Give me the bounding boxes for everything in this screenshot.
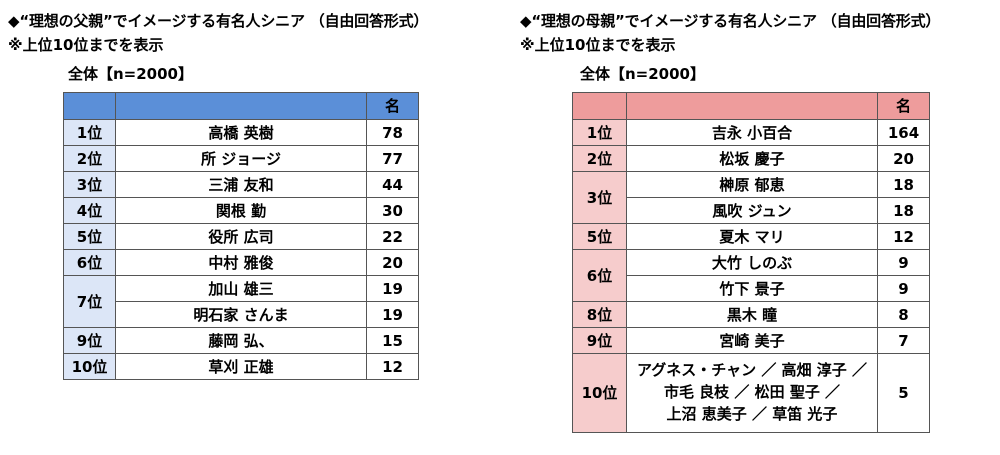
- name-cell: 松坂 慶子: [626, 145, 878, 172]
- name-cell: 黒木 瞳: [626, 301, 878, 328]
- name-cell: 高橋 英樹: [115, 119, 367, 146]
- count-cell: 19: [366, 275, 419, 302]
- count-cell: 8: [877, 301, 930, 328]
- father-title: ◆“理想の父親”でイメージする有名人シニア （自由回答形式）: [8, 12, 429, 30]
- name-cell: 榊原 郁恵: [626, 171, 878, 198]
- mother-note: ※上位10位までを表示: [520, 36, 676, 54]
- table-row: 風吹 ジュン 18: [573, 197, 930, 224]
- header-rank-cell: [63, 92, 116, 120]
- table-row: 9位 宮崎 美子 7: [572, 327, 930, 354]
- father-note: ※上位10位までを表示: [8, 36, 164, 54]
- table-row: 6位 大竹 しのぶ 9: [572, 249, 930, 302]
- name-cell: 大竹 しのぶ: [626, 249, 878, 276]
- rank-cell: 5位: [572, 223, 627, 250]
- rank-cell: 6位: [572, 249, 627, 302]
- name-cell: 役所 広司: [115, 223, 367, 250]
- name-cell: 中村 雅俊: [115, 249, 367, 276]
- rank-cell: 7位: [63, 275, 116, 328]
- table-row: 3位 三浦 友和 44: [63, 171, 419, 198]
- table-row: 2位所 ジョージ 77: [63, 145, 419, 172]
- count-cell: 30: [366, 197, 419, 224]
- table-row: 竹下 景子 9: [573, 275, 930, 302]
- name-line: アグネス・チャン ／ 高畑 淳子 ／: [637, 361, 867, 380]
- table-header-row: 名: [63, 92, 419, 120]
- table-row: 10位 アグネス・チャン ／ 高畑 淳子 ／ 市毛 良枝 ／ 松田 聖子 ／ 上沼 恵…: [572, 353, 930, 433]
- name-cell-multi: アグネス・チャン ／ 高畑 淳子 ／ 市毛 良枝 ／ 松田 聖子 ／ 上沼 恵美子 …: [626, 353, 878, 433]
- rank-cell: 9位: [572, 327, 627, 354]
- rank-cell: 10位: [63, 353, 116, 380]
- table-row: 7位 加山 雄三 19: [63, 275, 419, 328]
- mother-ranking-table: 名 1位 吉永 小百合 164 2位 松坂 慶子 20 3位 榊原 郁恵 18 風吹 ジュン 18 5…: [572, 92, 930, 433]
- mother-total: 全体【n=2000】: [580, 65, 705, 83]
- mother-title: ◆“理想の母親”でイメージする有名人シニア （自由回答形式）: [520, 12, 941, 30]
- count-cell: 22: [366, 223, 419, 250]
- rank-cell: 3位: [572, 171, 627, 224]
- count-cell: 19: [366, 301, 419, 328]
- table-row: 5位 夏木 マリ 12: [572, 223, 930, 250]
- header-name-cell: [626, 92, 878, 120]
- table-row: 3位 榊原 郁恵 18: [572, 171, 930, 224]
- name-line: 市毛 良枝 ／ 松田 聖子 ／: [663, 383, 841, 402]
- rank-cell: 10位: [572, 353, 627, 433]
- count-cell: 164: [877, 119, 930, 146]
- table-row: 9位 藤岡 弘、 15: [63, 327, 419, 354]
- count-cell: 77: [366, 145, 419, 172]
- name-line: 上沼 恵美子 ／ 草笛 光子: [666, 404, 838, 423]
- rank-cell: 4位: [63, 197, 116, 224]
- table-row: 2位 松坂 慶子 20: [572, 145, 930, 172]
- header-count-cell: 名: [877, 92, 930, 120]
- table-row: 6位 中村 雅俊 20: [63, 249, 419, 276]
- count-cell: 20: [877, 145, 930, 172]
- rank-cell: 3位: [63, 171, 116, 198]
- count-cell: 9: [877, 249, 930, 276]
- header-count-cell: 名: [366, 92, 419, 120]
- name-cell: 風吹 ジュン: [626, 197, 878, 224]
- header-name-cell: [115, 92, 367, 120]
- count-cell: 78: [366, 119, 419, 146]
- rank-cell: 1位: [572, 119, 627, 146]
- name-cell: 宮崎 美子: [626, 327, 878, 354]
- name-cell: 竹下 景子: [626, 275, 878, 302]
- name-cell: 加山 雄三: [115, 275, 367, 302]
- table-row: 1位 吉永 小百合 164: [572, 119, 930, 146]
- header-rank-cell: [572, 92, 627, 120]
- table-row: 5位 役所 広司 22: [63, 223, 419, 250]
- count-cell: 44: [366, 171, 419, 198]
- count-cell: 20: [366, 249, 419, 276]
- table-row: 1位 高橋 英樹 78: [63, 119, 419, 146]
- rank-cell: 2位: [572, 145, 627, 172]
- father-ranking-table: 名 1位 高橋 英樹 78 2位所 ジョージ 77 3位 三浦 友和 44 4位 関根 勤 30 5位…: [63, 92, 419, 380]
- name-cell: 関根 勤: [115, 197, 367, 224]
- rank-cell: 8位: [572, 301, 627, 328]
- count-cell: 12: [877, 223, 930, 250]
- rank-cell: 6位: [63, 249, 116, 276]
- count-cell: 15: [366, 327, 419, 354]
- count-cell: 18: [877, 197, 930, 224]
- name-cell: 藤岡 弘、: [115, 327, 367, 354]
- table-header-row: 名: [572, 92, 930, 120]
- rank-cell: 5位: [63, 223, 116, 250]
- name-cell: 夏木 マリ: [626, 223, 878, 250]
- name-cell: 所 ジョージ: [115, 145, 367, 172]
- name-cell: 草刈 正雄: [115, 353, 367, 380]
- rank-cell: 9位: [63, 327, 116, 354]
- table-row: 明石家 さんま 19: [64, 301, 419, 328]
- name-cell: 三浦 友和: [115, 171, 367, 198]
- count-cell: 5: [877, 353, 930, 433]
- table-row: 4位 関根 勤 30: [63, 197, 419, 224]
- count-cell: 12: [366, 353, 419, 380]
- rank-cell: 1位: [63, 119, 116, 146]
- count-cell: 18: [877, 171, 930, 198]
- count-cell: 9: [877, 275, 930, 302]
- count-cell: 7: [877, 327, 930, 354]
- table-row: 10位 草刈 正雄 12: [63, 353, 419, 380]
- name-cell: 明石家 さんま: [115, 301, 367, 328]
- father-total: 全体【n=2000】: [68, 65, 193, 83]
- name-cell: 吉永 小百合: [626, 119, 878, 146]
- rank-cell: 2位: [63, 145, 116, 172]
